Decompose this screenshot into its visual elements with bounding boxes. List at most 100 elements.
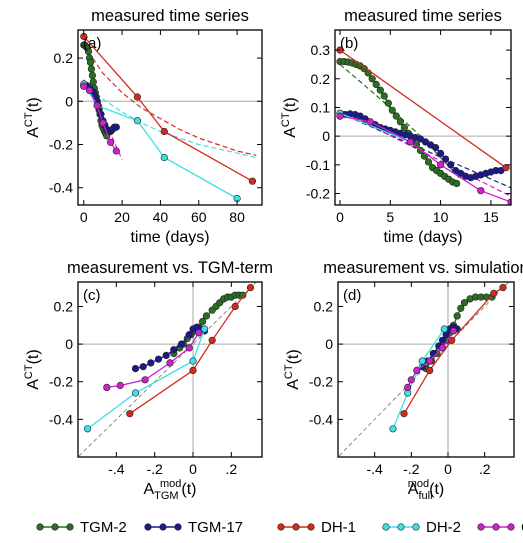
data-point-c-1: [80, 82, 88, 90]
panel-a: 0 20 40 60 80 0.2 0 -0.2 -0.4 measured time serie…: [23, 7, 263, 246]
legend-label-dh-1: DH-1: [321, 519, 356, 536]
data-point-c-1: [438, 344, 447, 352]
data-point-dh-2: [389, 425, 397, 433]
data-point-tgm-2: [396, 118, 405, 126]
y-axis-label-sup: CT: [280, 112, 292, 127]
data-point-c-1: [336, 112, 344, 120]
data-point-tgm-2: [86, 58, 95, 67]
legend-marker-dh-2: [382, 523, 390, 531]
legend-marker-dh-1: [277, 523, 285, 531]
y-axis-label-tail: (t): [25, 349, 42, 364]
data-point-dh-1: [499, 284, 507, 292]
x-tick-label: -.4: [366, 461, 383, 477]
x-tick-label: 0: [336, 209, 344, 225]
x-tick-label: 40: [153, 209, 169, 225]
data-point-tgm-2: [400, 123, 409, 132]
y-tick-label: -0.1: [306, 157, 330, 173]
x-axis-label-main: A: [143, 481, 154, 498]
plot-area: [335, 46, 511, 205]
data-point-dh-1: [231, 302, 239, 311]
data-point-c-1: [404, 383, 412, 392]
series-line-dh-1: [83, 36, 253, 182]
y-tick-label: 0: [322, 128, 330, 144]
data-point-dh-1: [208, 336, 216, 344]
legend-marker-tgm-17: [159, 523, 167, 531]
x-axis-label-tail: (t): [429, 481, 444, 498]
legend-marker-dh-1: [292, 523, 300, 531]
plot-area: [78, 32, 262, 203]
data-point-dh-1: [448, 336, 456, 344]
data-point-dh-1: [426, 366, 434, 375]
y-tick-label: -0.2: [49, 137, 73, 153]
data-point-tgm-2: [376, 86, 384, 94]
data-point-tgm-2: [239, 291, 247, 299]
y-tick-label: -0.2: [49, 374, 73, 390]
x-tick-label: 10: [433, 209, 449, 225]
data-point-c-1: [195, 329, 203, 337]
legend-marker-tgm-17: [174, 523, 182, 531]
data-point-tgm-17: [170, 346, 178, 354]
data-point-dh-2: [160, 153, 168, 162]
panel-label: (c): [83, 287, 101, 304]
x-tick-label: 20: [114, 209, 130, 225]
data-point-dh-2: [200, 325, 209, 333]
plot-frame: [334, 29, 512, 206]
data-point-tgm-2: [388, 106, 396, 114]
panel-label: (d): [343, 287, 361, 304]
data-point-c-1: [413, 366, 421, 375]
x-axis-label: time (days): [130, 229, 209, 246]
x-axis-label-tail: (t): [181, 481, 196, 498]
x-tick-label: -.2: [403, 461, 420, 477]
x-tick-label: 0: [444, 461, 452, 477]
x-tick-label: .2: [225, 461, 237, 477]
y-tick-label: 0: [65, 336, 73, 352]
legend-marker-tgm-2: [51, 523, 59, 531]
data-point-c-1: [437, 161, 445, 169]
y-axis-label-sup: CT: [283, 364, 295, 379]
x-axis-label-main: time (days): [130, 229, 209, 246]
legend-marker-dh-1: [307, 523, 315, 531]
data-point-tgm-2: [457, 304, 465, 312]
data-point-dh-2: [131, 389, 140, 397]
data-point-tgm-2: [87, 65, 95, 73]
legend-marker-tgm-17: [144, 523, 152, 531]
x-tick-label: 0: [80, 209, 88, 225]
data-point-c-1: [85, 86, 94, 95]
x-tick-label: -.4: [108, 461, 125, 477]
data-point-c-1: [426, 357, 434, 365]
legend-marker-dh-2: [412, 523, 420, 531]
y-tick-label: 0.2: [54, 298, 74, 314]
legend-label-dh-2: DH-2: [426, 519, 461, 536]
data-point-c-1: [477, 187, 485, 195]
panel-title: measured time series: [344, 7, 502, 25]
y-axis-label-tail: (t): [25, 97, 42, 112]
data-point-tgm-2: [392, 112, 400, 120]
legend-marker-dh-2: [397, 523, 405, 531]
data-point-tgm-2: [199, 317, 207, 326]
series-line-dh-1: [339, 49, 507, 169]
legend-marker-tgm-2: [36, 523, 44, 531]
data-point-c-1: [93, 101, 101, 110]
plot-frame: [337, 281, 515, 458]
data-point-tgm-2: [89, 78, 97, 86]
data-point-tgm-17: [139, 363, 147, 371]
legend: TGM-2 TGM-17 DH-1 DH-2 C-1: [36, 519, 523, 536]
data-point-dh-1: [490, 289, 498, 297]
series-line-dh-2: [392, 328, 445, 430]
y-axis-label: ACT(t): [283, 349, 302, 389]
data-point-dh-1: [160, 127, 168, 136]
x-axis-label: Afullmod(t): [408, 478, 445, 502]
data-point-c-1: [406, 138, 415, 146]
data-point-dh-2: [83, 425, 92, 433]
y-axis-label: ACT(t): [280, 97, 299, 137]
data-point-dh-1: [189, 366, 197, 375]
data-point-tgm-17: [162, 351, 170, 360]
y-tick-label: 0.2: [54, 50, 74, 66]
y-axis-label-tail: (t): [282, 97, 299, 112]
legend-label-tgm-2: TGM-2: [80, 519, 127, 536]
x-axis-label-sub: TGM: [154, 490, 178, 502]
y-tick-label: 0: [65, 93, 73, 109]
